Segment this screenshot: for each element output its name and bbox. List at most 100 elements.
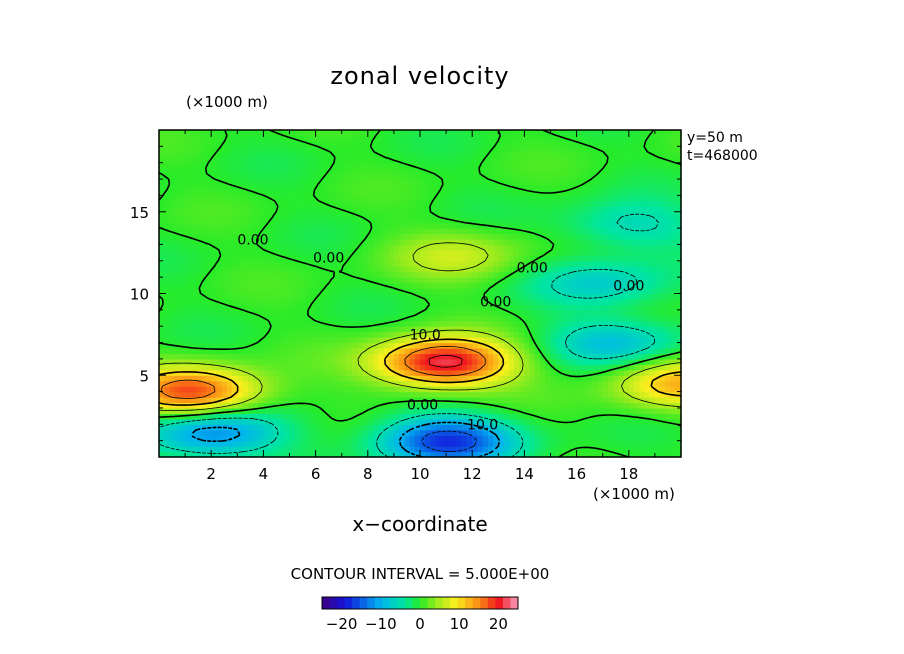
heatmap-cell [289, 282, 296, 289]
heatmap-cell [508, 195, 515, 202]
heatmap-cell [284, 418, 291, 425]
heatmap-cell [513, 168, 520, 175]
heatmap-cell [232, 217, 238, 224]
heatmap-cell [524, 348, 531, 355]
heatmap-cell [331, 255, 338, 262]
heatmap-cell [440, 315, 447, 322]
heatmap-cell [373, 429, 379, 436]
heatmap-cell [279, 309, 285, 316]
heatmap-cell [367, 348, 374, 355]
heatmap-cell [581, 429, 588, 436]
heatmap-cell [336, 184, 343, 191]
heatmap-cell [555, 298, 562, 305]
heatmap-cell [373, 391, 379, 398]
heatmap-cell [477, 446, 484, 453]
heatmap-cell [446, 315, 452, 322]
heatmap-cell [456, 402, 463, 409]
heatmap-cell [524, 277, 531, 284]
heatmap-cell [414, 157, 421, 164]
heatmap-cell [550, 358, 557, 365]
heatmap-cell [373, 282, 379, 289]
heatmap-cell [164, 200, 171, 207]
heatmap-cell [503, 135, 510, 142]
heatmap-cell [205, 206, 212, 213]
heatmap-cell [294, 255, 301, 262]
heatmap-cell [420, 293, 426, 300]
heatmap-cell [451, 277, 458, 284]
heatmap-cell [529, 320, 536, 327]
heatmap-cell [383, 211, 390, 218]
heatmap-cell [571, 157, 578, 164]
heatmap-cell [555, 435, 562, 442]
heatmap-cell [399, 244, 405, 251]
heatmap-cell [169, 446, 176, 453]
info-depth: y=50 m [687, 130, 743, 146]
heatmap-cell [289, 407, 296, 414]
heatmap-cell [519, 288, 525, 295]
heatmap-cell [508, 424, 515, 431]
heatmap-cell [545, 200, 552, 207]
heatmap-cell [587, 451, 593, 458]
heatmap-cell [472, 260, 479, 267]
heatmap-cell [263, 369, 270, 376]
heatmap-cell [493, 358, 499, 365]
heatmap-cell [159, 451, 165, 458]
heatmap-cell [435, 309, 442, 316]
heatmap-cell [461, 282, 468, 289]
heatmap-cell [242, 168, 249, 175]
heatmap-cell [232, 315, 238, 322]
heatmap-cell [221, 429, 228, 436]
heatmap-cell [529, 326, 536, 333]
heatmap-cell [555, 293, 562, 300]
heatmap-cell [373, 348, 379, 355]
heatmap-cell [179, 293, 186, 300]
heatmap-cell [587, 249, 593, 256]
heatmap-cell [242, 380, 249, 387]
heatmap-cell [493, 217, 499, 224]
heatmap-cell [420, 206, 426, 213]
heatmap-cell [169, 391, 176, 398]
heatmap-cell [393, 277, 400, 284]
heatmap-cell [263, 260, 270, 267]
heatmap-cell [352, 298, 358, 305]
heatmap-cell [550, 413, 557, 420]
heatmap-cell [472, 168, 479, 175]
heatmap-cell [362, 418, 369, 425]
heatmap-cell [263, 440, 270, 447]
heatmap-cell [388, 407, 395, 414]
heatmap-cell [378, 386, 385, 393]
heatmap-cell [399, 407, 405, 414]
heatmap-cell [378, 189, 385, 196]
heatmap-cell [294, 298, 301, 305]
heatmap-cell [211, 391, 218, 398]
heatmap-cell [414, 162, 421, 169]
heatmap-cell [461, 211, 468, 218]
heatmap-cell [482, 206, 489, 213]
heatmap-cell [216, 375, 223, 382]
heatmap-cell [268, 217, 275, 224]
heatmap-cell [383, 228, 390, 235]
heatmap-cell [352, 200, 358, 207]
heatmap-cell [205, 397, 212, 404]
heatmap-cell [409, 195, 416, 202]
heatmap-cell [268, 446, 275, 453]
heatmap-cell [279, 337, 285, 344]
heatmap-cell [352, 271, 358, 278]
heatmap-cell [446, 309, 452, 316]
heatmap-cell [555, 337, 562, 344]
heatmap-cell [331, 348, 338, 355]
heatmap-cell [534, 446, 541, 453]
heatmap-cell [487, 189, 494, 196]
heatmap-cell [346, 249, 353, 256]
heatmap-cell [279, 140, 285, 147]
heatmap-cell [456, 413, 463, 420]
heatmap-cell [367, 309, 374, 316]
heatmap-cell [242, 424, 249, 431]
heatmap-cell [477, 140, 484, 147]
heatmap-cell [446, 397, 452, 404]
heatmap-cell [336, 266, 343, 273]
heatmap-cell [466, 228, 473, 235]
heatmap-cell [174, 397, 181, 404]
heatmap-cell [576, 375, 583, 382]
heatmap-cell [420, 380, 426, 387]
